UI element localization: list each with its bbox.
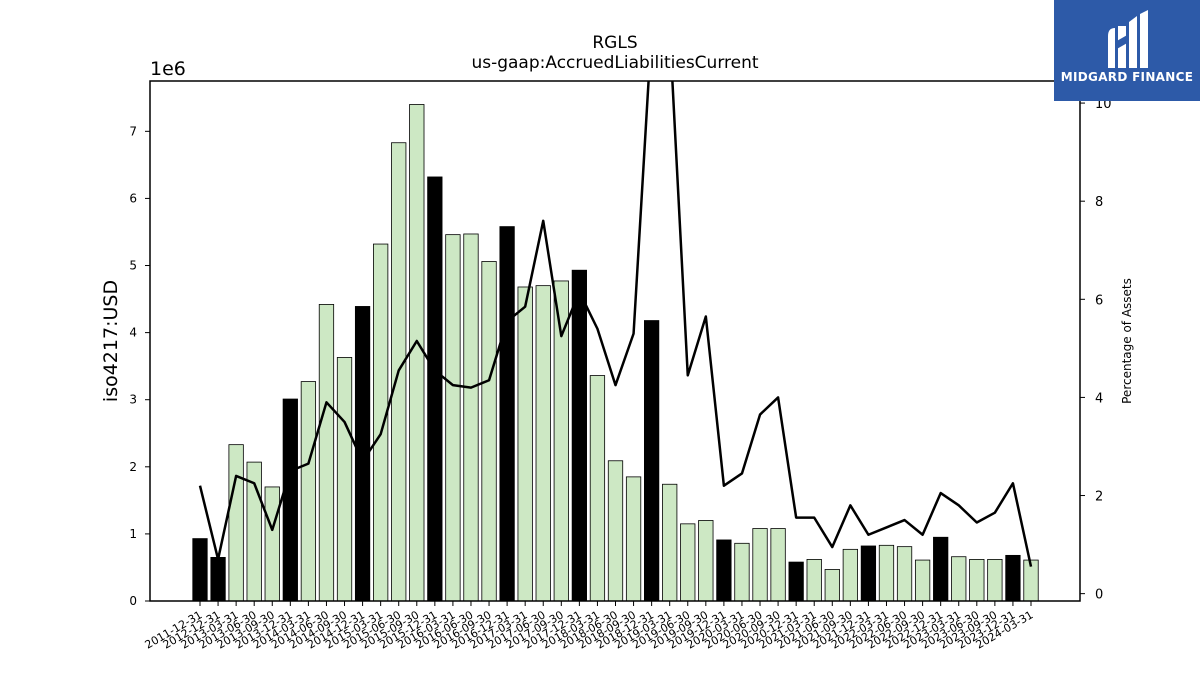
x-ticks: 2011-12-312012-12-312013-03-312013-06-30… bbox=[143, 601, 1036, 652]
bar bbox=[770, 528, 786, 602]
y2-axis-label: Percentage of Assets bbox=[1120, 278, 1134, 404]
bar bbox=[951, 556, 967, 602]
bar bbox=[662, 483, 678, 602]
bar bbox=[734, 542, 750, 602]
bar bbox=[517, 286, 533, 602]
bar bbox=[860, 545, 877, 602]
bar bbox=[752, 528, 768, 602]
bar bbox=[607, 460, 624, 602]
y2-tick-label: 8 bbox=[1095, 195, 1103, 210]
y-tick-label: 6 bbox=[129, 191, 137, 205]
bar bbox=[499, 226, 515, 602]
bar bbox=[589, 375, 606, 602]
y-tick-label: 4 bbox=[129, 326, 137, 340]
bar bbox=[987, 559, 1003, 602]
y-tick-label: 0 bbox=[129, 594, 137, 608]
bar bbox=[680, 523, 696, 602]
bar bbox=[481, 261, 497, 602]
bar bbox=[644, 320, 660, 602]
midgard-finance-logo: MIDGARD FINANCE bbox=[1054, 0, 1200, 101]
percentage-line bbox=[198, 81, 1033, 567]
bar bbox=[463, 233, 479, 602]
y-tick-label: 5 bbox=[129, 259, 137, 273]
y-offset-label: 1e6 bbox=[150, 58, 186, 80]
y-tick-label: 7 bbox=[129, 124, 137, 138]
bar bbox=[806, 559, 822, 602]
percentage-line-series bbox=[198, 81, 1033, 567]
bar bbox=[210, 556, 226, 602]
bar bbox=[824, 569, 840, 602]
bar bbox=[318, 304, 335, 602]
y-axis-label: iso4217:USD bbox=[100, 280, 122, 402]
bar bbox=[625, 476, 642, 602]
bar bbox=[969, 559, 985, 602]
bar bbox=[878, 544, 895, 602]
bar bbox=[896, 546, 913, 602]
bar bbox=[409, 104, 425, 602]
logo-mark-icon bbox=[1108, 10, 1148, 68]
bar bbox=[842, 548, 858, 602]
bar bbox=[933, 536, 949, 602]
bar bbox=[716, 539, 732, 602]
logo-text: MIDGARD FINANCE bbox=[1060, 70, 1194, 84]
bar bbox=[914, 559, 931, 602]
y-tick-label: 3 bbox=[129, 393, 137, 407]
y2-tick-label: 0 bbox=[1095, 588, 1103, 603]
y2-tick-label: 4 bbox=[1095, 391, 1103, 406]
y2-tick-label: 2 bbox=[1095, 490, 1103, 505]
bar bbox=[535, 285, 551, 602]
left-y-ticks: 0 1 2 3 4 5 6 7 bbox=[129, 124, 150, 608]
y-tick-label: 2 bbox=[129, 460, 137, 474]
bar bbox=[300, 381, 317, 602]
chart-title: RGLS bbox=[592, 33, 637, 53]
bar bbox=[264, 486, 280, 602]
bar bbox=[373, 243, 389, 602]
chart-subtitle: us-gaap:AccruedLiabilitiesCurrent bbox=[471, 53, 758, 73]
y2-tick-label: 6 bbox=[1095, 293, 1103, 308]
bar bbox=[427, 176, 443, 602]
bar bbox=[698, 520, 714, 602]
bar bbox=[192, 538, 208, 602]
bar bbox=[788, 561, 804, 602]
bar bbox=[1005, 554, 1021, 602]
bar bbox=[282, 398, 298, 602]
y-tick-label: 1 bbox=[129, 527, 137, 541]
bar bbox=[445, 234, 461, 602]
bar bbox=[571, 269, 587, 602]
bar bbox=[228, 444, 244, 602]
bar bbox=[336, 357, 353, 602]
